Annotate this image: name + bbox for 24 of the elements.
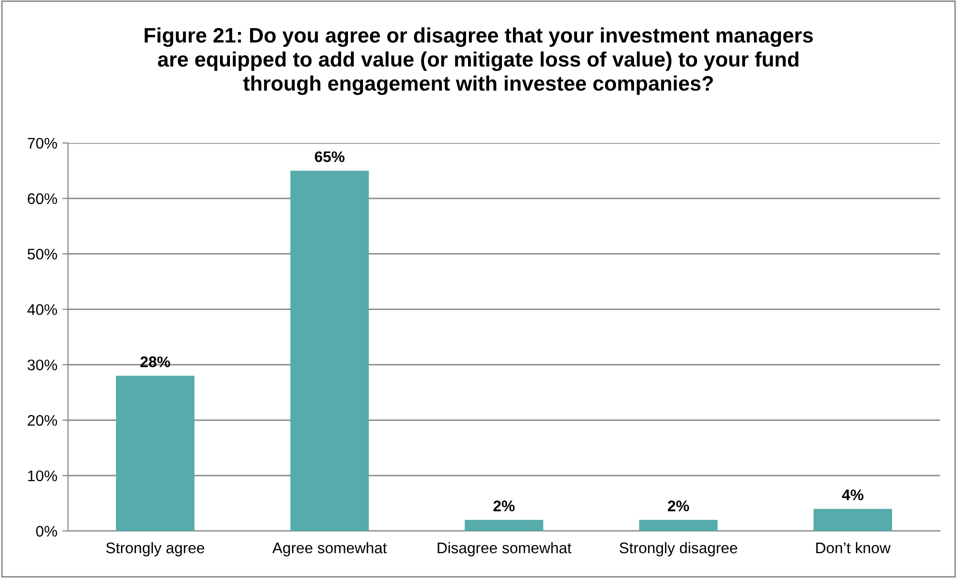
data-label: 2%: [493, 500, 515, 512]
bar: [290, 170, 369, 531]
bar: [464, 520, 544, 531]
y-tick-label: 40%: [27, 304, 58, 315]
x-tick-label: Disagree somewhat: [438, 542, 572, 556]
x-tick-label: Strongly agree: [106, 542, 204, 556]
bar: [639, 520, 718, 531]
data-label: 65%: [314, 151, 344, 162]
data-label: 28%: [140, 356, 170, 368]
chart-title: Figure 21: Do you agree or disagree that your investment managers are equipped to add value (or mitigate loss of value) to your fund through engagement with investee companies?: [144, 27, 813, 95]
y-tick-label: 20%: [28, 415, 58, 426]
y-tick-label: 60%: [28, 193, 58, 204]
x-tick-label: Don’t know: [816, 542, 891, 554]
bar: [116, 376, 194, 531]
y-tick-label: 50%: [28, 248, 58, 260]
y-tick-label: 30%: [28, 360, 58, 370]
y-tick-label: 70%: [28, 138, 58, 149]
data-label: 2%: [668, 500, 690, 512]
x-tick-label: Strongly disagree: [620, 542, 738, 556]
data-label: 4%: [842, 489, 864, 500]
y-tick-label: 0%: [36, 526, 58, 537]
bar: [814, 508, 892, 531]
x-tick-label: Agree somewhat: [272, 542, 387, 556]
y-tick-label: 10%: [28, 470, 58, 482]
